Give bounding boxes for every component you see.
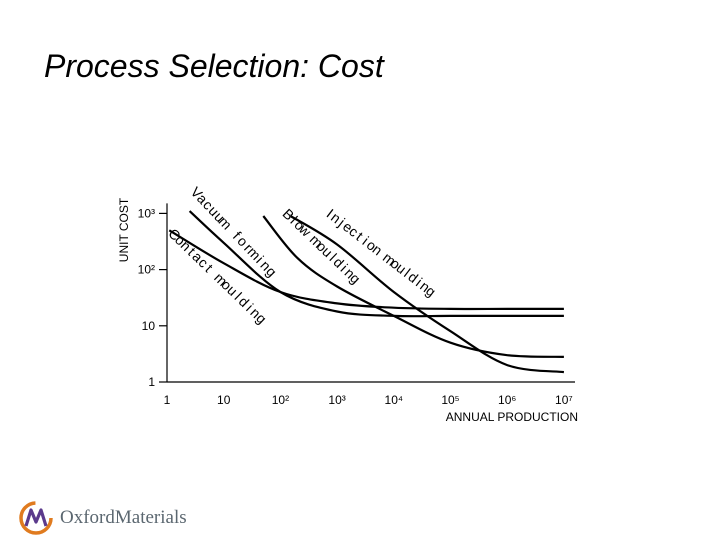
series-vacuum-forming-line (188, 210, 564, 318)
x-tick-label: 10⁵ (441, 393, 459, 407)
chart-curves (168, 210, 565, 374)
y-tick-label: 10 (142, 319, 156, 333)
x-tick-label: 1 (164, 393, 171, 407)
series-injection-moulding-line (289, 215, 565, 374)
x-tick-label: 10⁶ (498, 393, 516, 407)
logo-mark-icon (19, 501, 53, 535)
y-tick-label: 10³ (138, 206, 155, 220)
x-tick-label: 10 (217, 393, 231, 407)
oxford-materials-logo: OxfordMaterials (18, 496, 187, 540)
x-tick-label: 10⁴ (385, 393, 404, 407)
y-axis-title: UNIT COST (117, 197, 131, 262)
x-tick-label: 10³ (328, 393, 345, 407)
x-axis-title: ANNUAL PRODUCTION (446, 410, 578, 424)
logo-text: OxfordMaterials (60, 507, 187, 528)
chart-axes: 1 10 10² 10³ 1 10 10² 10³ 10⁴ 10⁵ 10⁶ 10⁷ ANNUAL PRO… (117, 197, 578, 424)
y-tick-label: 1 (148, 375, 155, 389)
page-title: Process Selection: Cost (44, 48, 384, 84)
series-contact-moulding-line (168, 229, 564, 311)
x-tick-label: 10² (272, 393, 289, 407)
y-tick-label: 10² (138, 263, 155, 277)
x-tick-label: 10⁷ (555, 393, 573, 407)
series-blow-moulding-line (262, 215, 564, 358)
